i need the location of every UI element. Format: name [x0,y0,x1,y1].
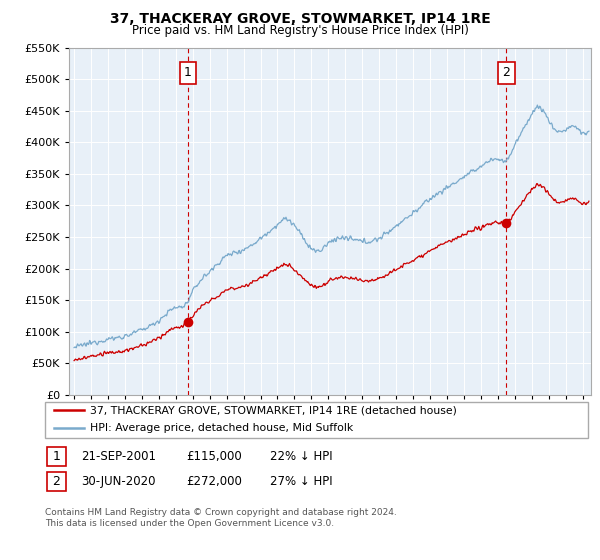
Text: 30-JUN-2020: 30-JUN-2020 [81,475,155,488]
Text: 37, THACKERAY GROVE, STOWMARKET, IP14 1RE (detached house): 37, THACKERAY GROVE, STOWMARKET, IP14 1R… [90,405,457,416]
Text: HPI: Average price, detached house, Mid Suffolk: HPI: Average price, detached house, Mid … [90,423,353,433]
Text: 1: 1 [184,66,192,80]
Text: £115,000: £115,000 [186,450,242,463]
Text: 2: 2 [502,66,510,80]
Text: Price paid vs. HM Land Registry's House Price Index (HPI): Price paid vs. HM Land Registry's House … [131,24,469,36]
Text: 21-SEP-2001: 21-SEP-2001 [81,450,156,463]
Text: Contains HM Land Registry data © Crown copyright and database right 2024.
This d: Contains HM Land Registry data © Crown c… [45,508,397,528]
Text: 37, THACKERAY GROVE, STOWMARKET, IP14 1RE: 37, THACKERAY GROVE, STOWMARKET, IP14 1R… [110,12,490,26]
Text: 2: 2 [52,475,61,488]
Text: 22% ↓ HPI: 22% ↓ HPI [270,450,332,463]
Text: £272,000: £272,000 [186,475,242,488]
Text: 1: 1 [52,450,61,463]
Text: 27% ↓ HPI: 27% ↓ HPI [270,475,332,488]
